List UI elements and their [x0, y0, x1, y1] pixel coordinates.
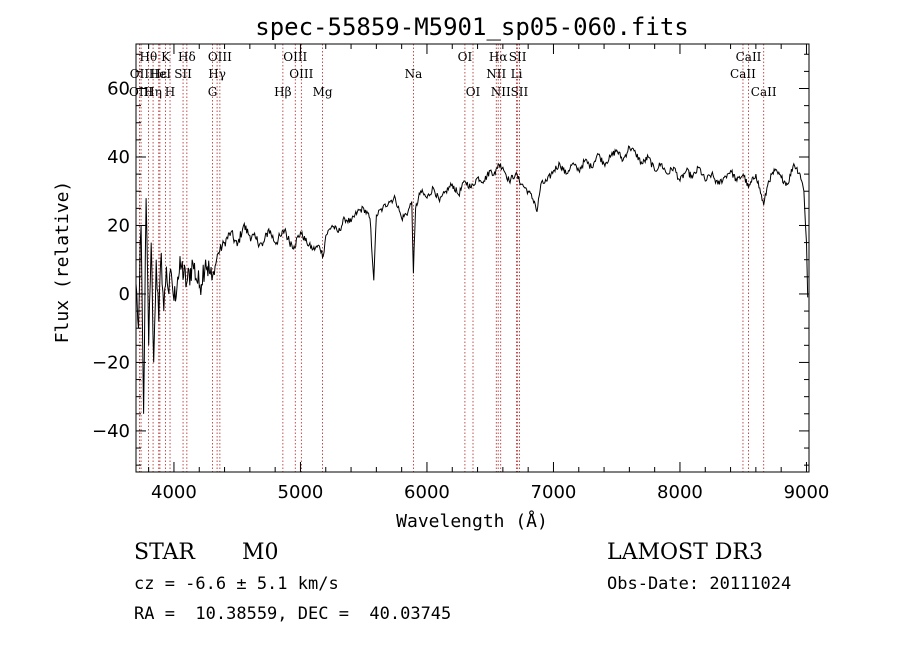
line-marker-label: OIII	[289, 67, 313, 81]
line-marker-label: SII	[509, 50, 527, 64]
y-tick-label: 60	[107, 79, 130, 100]
line-marker-label: OIII	[283, 50, 307, 64]
plot-frame	[135, 43, 810, 473]
y-tick-label: 0	[119, 284, 130, 305]
line-marker-label: NII	[486, 67, 506, 81]
line-marker-label: Na	[405, 67, 423, 81]
line-markers	[139, 44, 765, 472]
line-marker-label: Hε	[150, 67, 167, 81]
x-tick-label: 5000	[278, 482, 324, 503]
line-marker-label: SII	[174, 67, 192, 81]
line-marker-label: CaII	[730, 67, 756, 81]
line-marker-label: OI	[458, 50, 473, 64]
object-subclass: M0	[242, 540, 279, 565]
redshift-velocity: cz = -6.6 ± 5.1 km/s	[134, 574, 339, 594]
y-tick-label: −40	[92, 421, 130, 442]
line-marker-label: Li	[511, 67, 523, 81]
line-marker-label: H	[165, 85, 175, 99]
line-marker-label: OII	[130, 67, 150, 81]
x-tick-label: 4000	[151, 482, 197, 503]
survey-name: LAMOST DR3	[607, 540, 763, 565]
observation-date: Obs-Date: 20111024	[607, 574, 792, 594]
y-tick-label: 20	[107, 215, 130, 236]
line-marker-label: SII	[511, 85, 529, 99]
y-tick-label: −20	[92, 352, 130, 373]
line-marker-label: OIII	[208, 50, 232, 64]
x-tick-label: 6000	[404, 482, 450, 503]
line-marker-label: OI	[466, 85, 481, 99]
x-axis: 4000 5000 6000 7000 8000 9000	[148, 44, 830, 503]
sky-coordinates: RA = 10.38559, DEC = 40.03745	[134, 604, 452, 624]
line-marker-label: Hη	[144, 85, 162, 99]
line-marker-label: CaII	[736, 50, 762, 64]
line-marker-label: Hα	[489, 50, 508, 64]
x-tick-label: 7000	[531, 482, 577, 503]
line-marker-label: Hδ	[178, 50, 196, 64]
spectrum-series-line	[135, 145, 809, 414]
x-axis-label: Wavelength (Å)	[396, 510, 548, 532]
line-marker-label: HeI	[149, 67, 172, 81]
line-marker-label: OIII	[129, 85, 153, 99]
line-marker-label: Hγ	[208, 67, 226, 81]
y-axis-label: Flux (relative)	[52, 181, 73, 344]
line-marker-label: NII	[491, 85, 511, 99]
x-tick-label: 9000	[784, 482, 830, 503]
line-marker-label: G	[208, 85, 218, 99]
line-marker-label: Mg	[313, 85, 333, 99]
line-marker-label: Hβ	[274, 85, 291, 99]
x-tick-label: 8000	[657, 482, 703, 503]
line-marker-label: Hθ	[140, 50, 158, 64]
object-class: STAR	[134, 540, 195, 565]
y-tick-label: 40	[107, 147, 130, 168]
y-axis: −40 −20 0 20 40 60	[92, 53, 809, 466]
line-marker-label: CaII	[751, 85, 777, 99]
chart-title: spec-55859-M5901_sp05-060.fits	[255, 13, 688, 41]
line-marker-label: K	[161, 50, 171, 64]
